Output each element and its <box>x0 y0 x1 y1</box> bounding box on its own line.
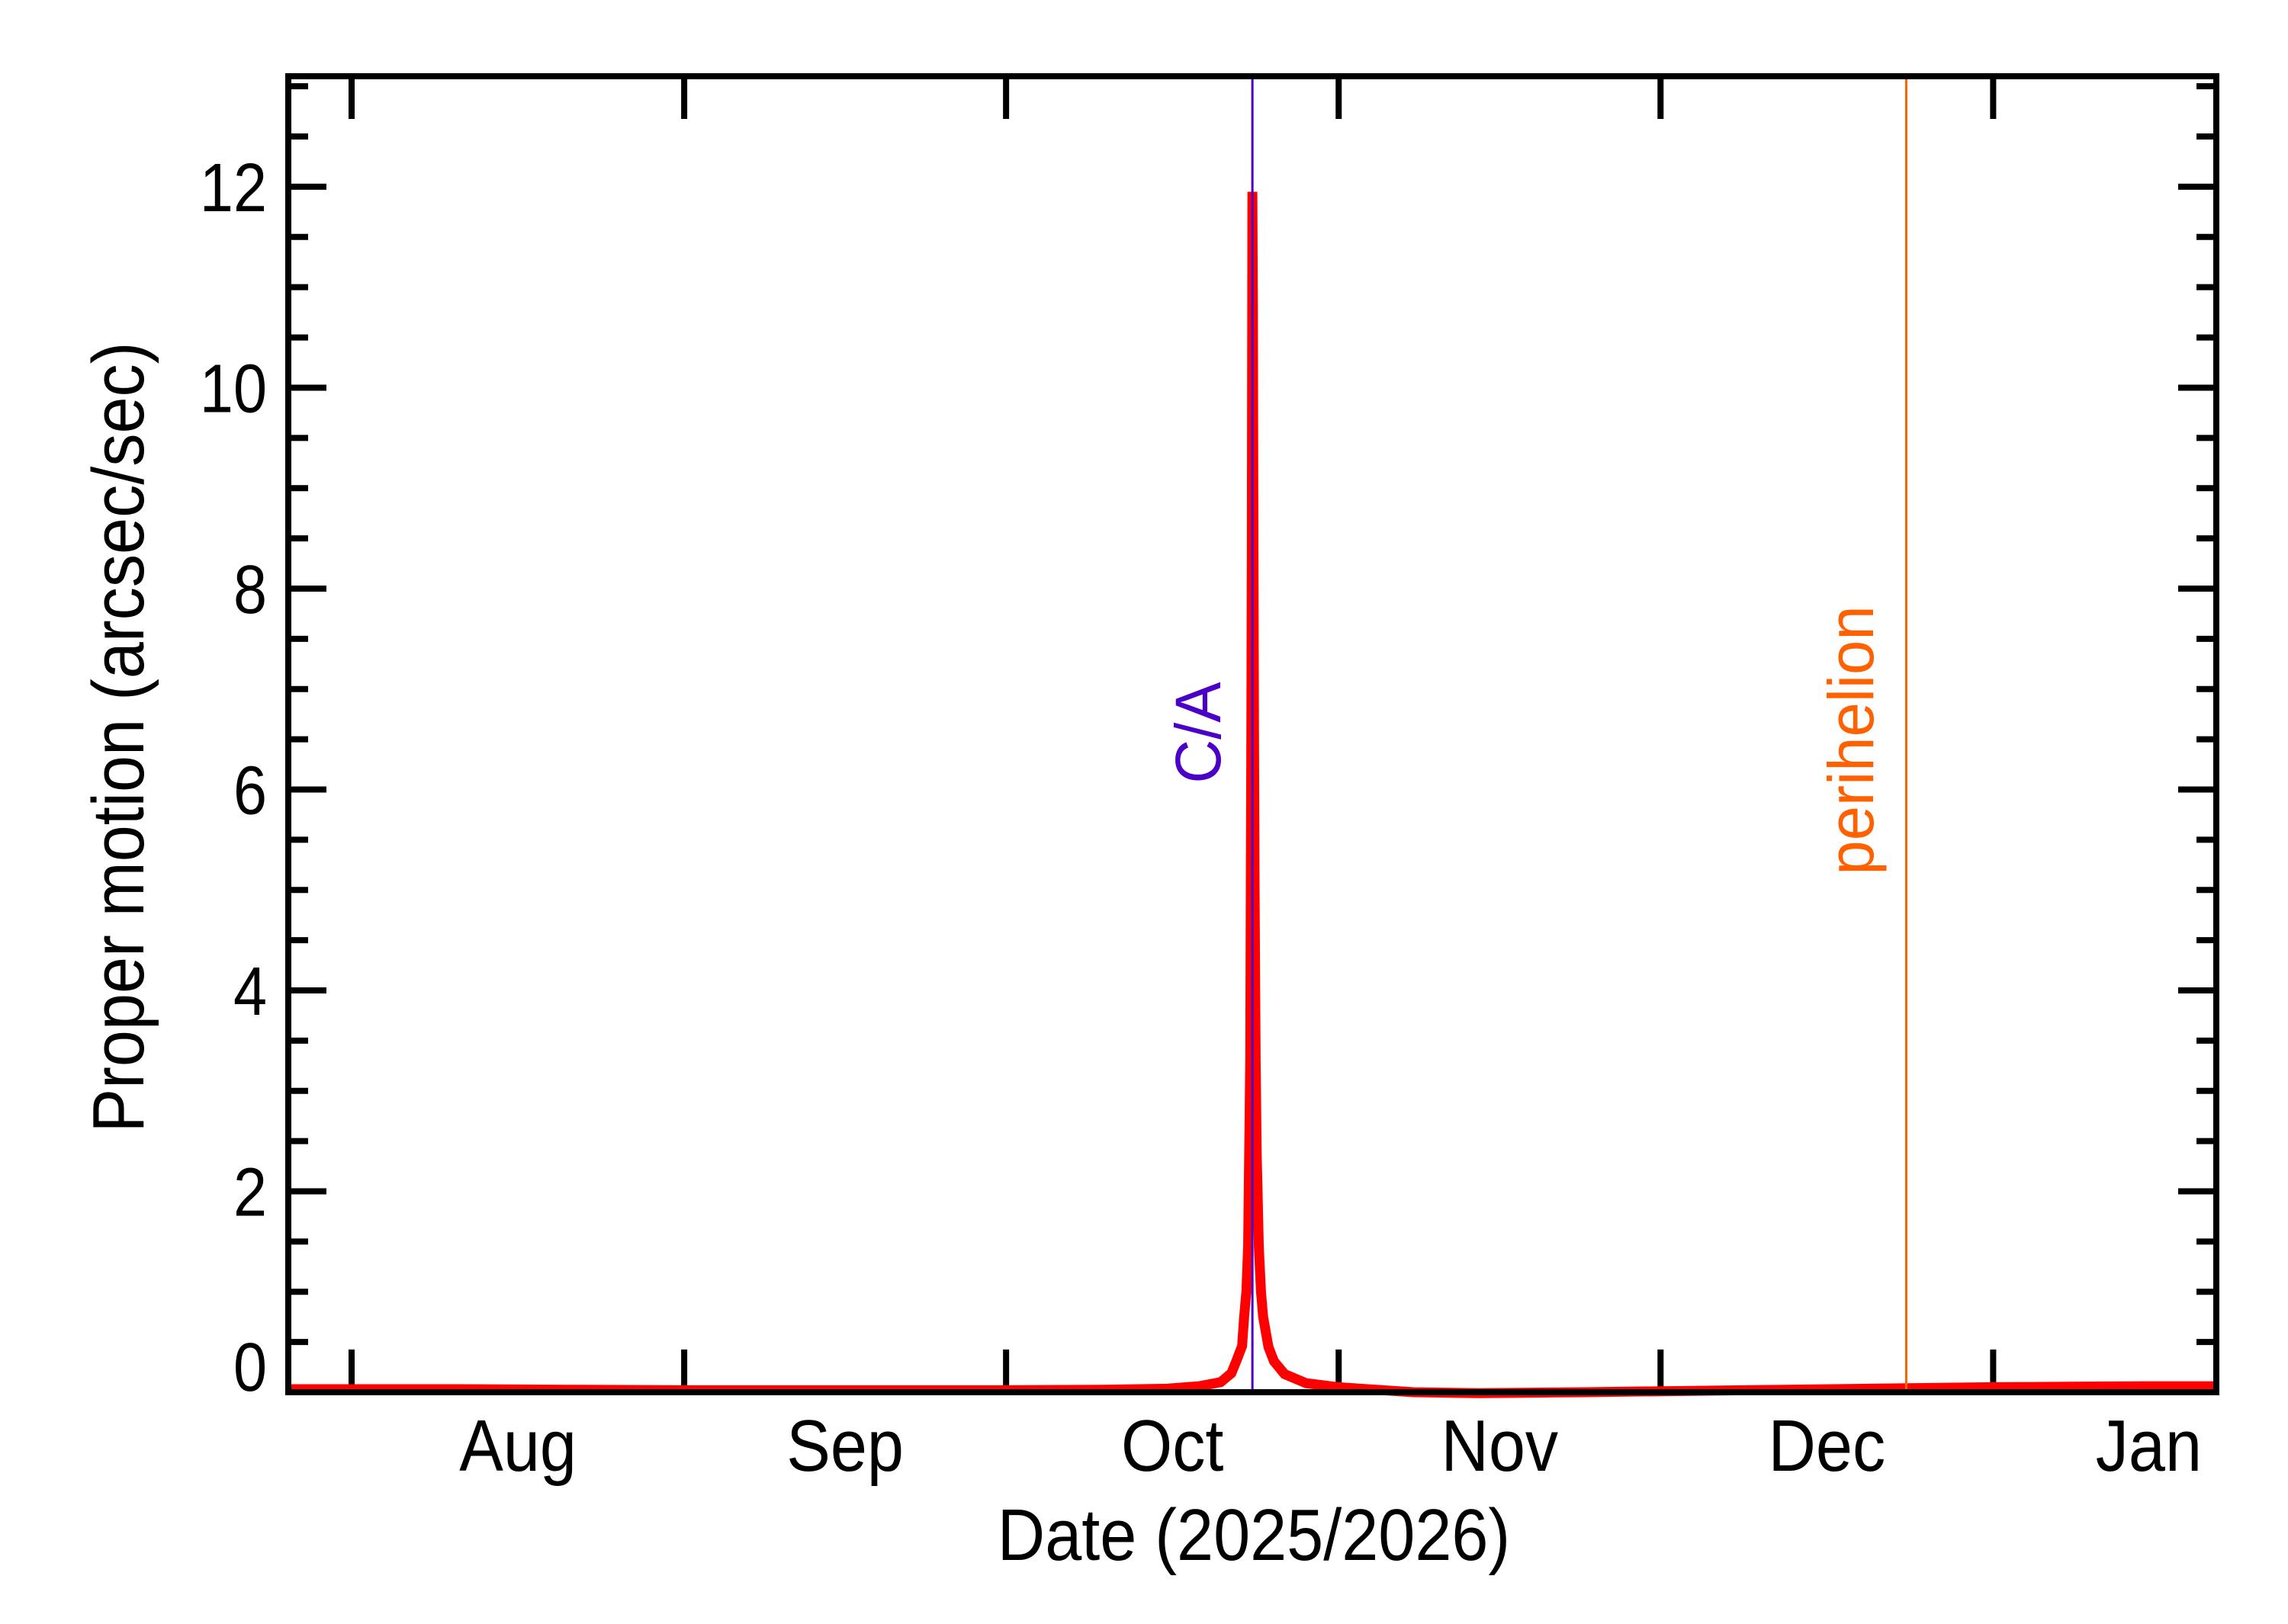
x-month-label: Oct <box>1121 1405 1223 1487</box>
x-month-label: Aug <box>459 1405 577 1487</box>
perihelion-label: perihelion <box>1815 605 1887 875</box>
y-tick-label: 2 <box>233 1154 267 1231</box>
y-tick-label: 10 <box>200 350 267 427</box>
x-month-label: Sep <box>786 1405 904 1487</box>
y-tick-label: 0 <box>233 1328 267 1405</box>
y-tick-labels: 0 2 4 6 8 10 12 <box>200 149 267 1405</box>
ca-label: C/A <box>1163 682 1234 783</box>
x-month-label: Jan <box>2096 1405 2202 1487</box>
y-tick-label: 8 <box>233 550 267 627</box>
x-month-labels: Aug Sep Oct Nov Dec Jan <box>459 1405 2202 1487</box>
x-month-label: Nov <box>1441 1405 1558 1487</box>
y-tick-label: 6 <box>233 752 267 829</box>
x-axis-title: Date (2025/2026) <box>998 1494 1510 1576</box>
y-tick-label: 12 <box>200 149 267 226</box>
y-axis-title: Proper motion (arcsec/sec) <box>78 342 159 1133</box>
x-month-label: Dec <box>1769 1405 1886 1487</box>
plot-frame <box>285 73 2219 1395</box>
y-tick-label: 4 <box>233 952 267 1029</box>
